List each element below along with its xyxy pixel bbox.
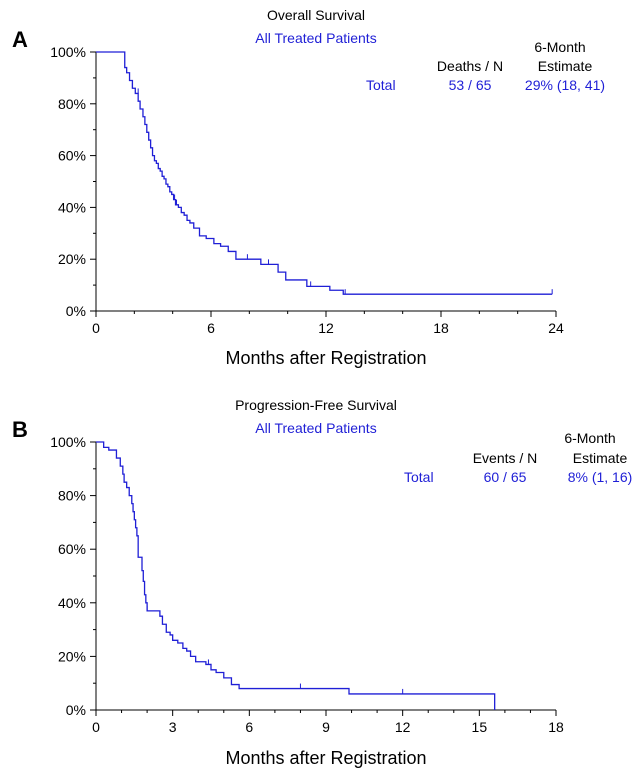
chart-subtitle: All Treated Patients (255, 30, 376, 46)
x-tick-label: 3 (169, 719, 177, 735)
table-col1-header: Deaths / N (437, 58, 503, 74)
chart-subtitle: All Treated Patients (255, 420, 376, 436)
survival-curve (96, 441, 496, 710)
x-tick-label: 15 (472, 719, 488, 735)
x-axis-label: Months after Registration (225, 748, 426, 768)
y-tick-label: 80% (58, 96, 86, 112)
table-col1-value: 60 / 65 (484, 469, 527, 485)
survival-curve (96, 51, 553, 295)
x-tick-label: 18 (433, 320, 449, 336)
table-col2-header: Estimate (573, 450, 628, 466)
x-tick-label: 6 (207, 320, 215, 336)
y-tick-label: 0% (66, 303, 86, 319)
y-tick-label: 100% (50, 44, 86, 60)
y-tick-label: 20% (58, 648, 86, 664)
table-header-top: 6-Month (564, 430, 615, 446)
x-tick-label: 24 (548, 320, 564, 336)
x-axis-label: Months after Registration (225, 348, 426, 368)
table-col2-value: 29% (18, 41) (525, 77, 605, 93)
table-row-label: Total (366, 77, 396, 93)
table-col2-header: Estimate (538, 58, 593, 74)
y-tick-label: 60% (58, 148, 86, 164)
chart-title: Overall Survival (267, 7, 365, 23)
panel-label: A (12, 27, 28, 52)
table-col1-value: 53 / 65 (449, 77, 492, 93)
x-tick-label: 6 (245, 719, 253, 735)
y-tick-label: 40% (58, 595, 86, 611)
x-tick-label: 18 (548, 719, 564, 735)
table-col1-header: Events / N (473, 450, 538, 466)
x-tick-label: 9 (322, 719, 330, 735)
y-tick-label: 40% (58, 199, 86, 215)
x-tick-label: 0 (92, 320, 100, 336)
table-col2-value: 8% (1, 16) (568, 469, 633, 485)
y-tick-label: 100% (50, 434, 86, 450)
x-tick-label: 0 (92, 719, 100, 735)
table-row-label: Total (404, 469, 434, 485)
chart-title: Progression-Free Survival (235, 397, 397, 413)
y-tick-label: 60% (58, 541, 86, 557)
x-tick-label: 12 (318, 320, 334, 336)
y-tick-label: 80% (58, 488, 86, 504)
panel-label: B (12, 417, 28, 442)
y-tick-label: 0% (66, 702, 86, 718)
y-tick-label: 20% (58, 251, 86, 267)
x-tick-label: 12 (395, 719, 411, 735)
table-header-top: 6-Month (534, 39, 585, 55)
